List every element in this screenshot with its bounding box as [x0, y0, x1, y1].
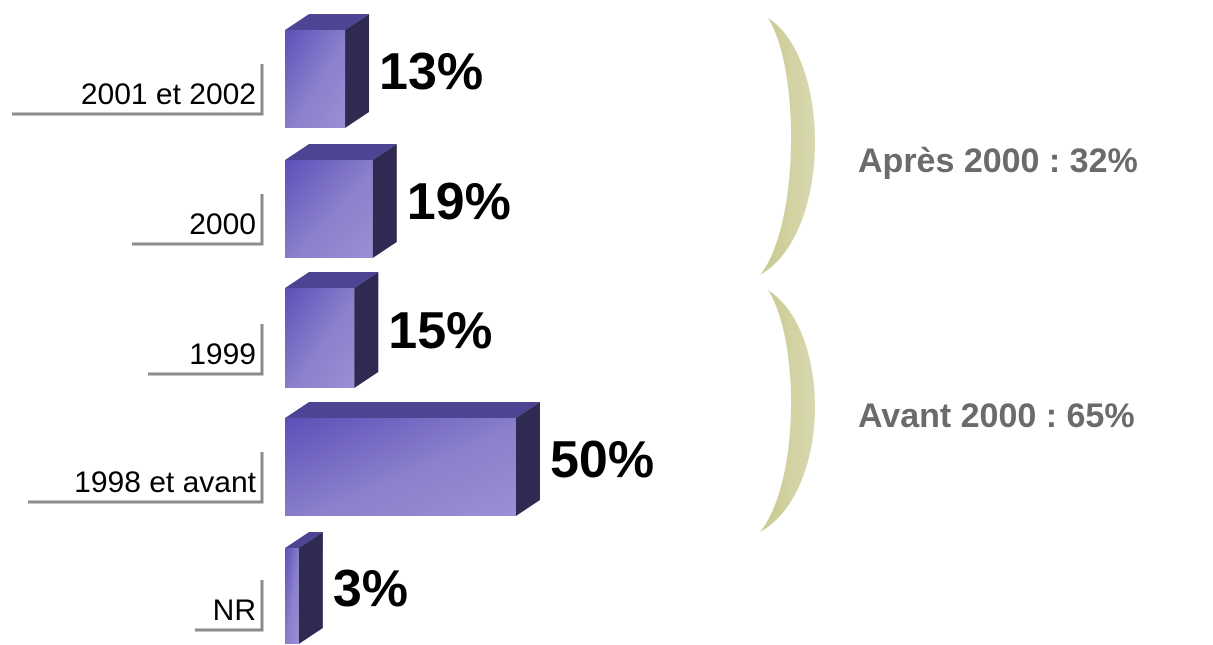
category-underline-1999 [148, 324, 264, 376]
category-label-2001-et-2002: 2001 et 2002 [81, 78, 256, 111]
value-label-2000: 19% [407, 173, 511, 231]
category-underline-1998-et-avant [28, 452, 264, 504]
group-label-2: Avant 2000 : 65% [858, 397, 1135, 435]
category-underline-nr [195, 580, 264, 632]
bar-top-nr [285, 532, 323, 548]
bar-top-2001-et-2002 [285, 14, 370, 30]
bar-side-1999 [354, 272, 379, 388]
bar-1999 [285, 288, 355, 388]
category-label-nr: NR [213, 594, 256, 627]
value-label-2001-et-2002: 13% [379, 43, 483, 101]
labels-layer: 2001 et 2002 13% 2000 19% 1999 15% 1998 et ava… [12, 43, 654, 632]
bar-top-1999 [285, 272, 379, 288]
bars-layer [285, 14, 540, 644]
category-label-2000: 2000 [189, 208, 256, 241]
category-underline-2001-et-2002 [12, 64, 264, 116]
bar-nr [285, 548, 299, 644]
bar-side-2000 [372, 144, 397, 258]
value-label-nr: 3% [333, 560, 408, 618]
bar-1998-et-avant [285, 418, 516, 516]
bar-top-1998-et-avant [285, 402, 540, 418]
value-label-1998-et-avant: 50% [550, 431, 654, 489]
category-underline-2000 [132, 194, 264, 246]
category-label-1999: 1999 [189, 338, 256, 371]
bar-2001-et-2002 [285, 30, 346, 128]
bar-side-1998-et-avant [516, 402, 540, 516]
bar-side-nr [298, 532, 323, 644]
groups-layer: Après 2000 : 32% Avant 2000 : 65% [760, 18, 1138, 532]
group-brace-1 [760, 18, 816, 275]
bar-side-2001-et-2002 [345, 14, 370, 128]
category-label-1998-et-avant: 1998 et avant [74, 466, 256, 499]
group-brace-2 [760, 290, 816, 532]
bar-top-2000 [285, 144, 397, 160]
group-label-1: Après 2000 : 32% [858, 142, 1138, 180]
bar-2000 [285, 160, 373, 258]
value-label-1999: 15% [388, 302, 492, 360]
